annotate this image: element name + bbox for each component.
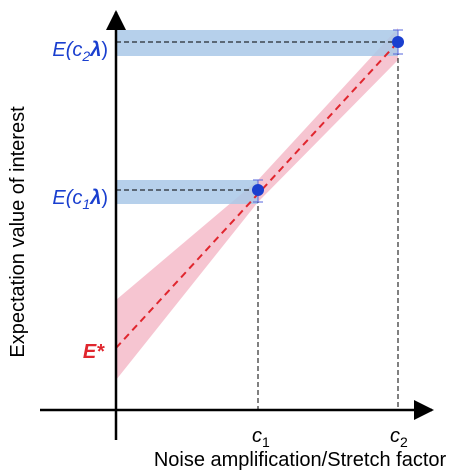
data-point-1	[252, 184, 264, 196]
data-point-2	[392, 36, 404, 48]
y-axis-label: Expectation value of interest	[7, 106, 29, 358]
x-axis-label: Noise amplification/Stretch factor	[154, 449, 447, 471]
label-c2: c2	[390, 425, 408, 450]
label-c1: c1	[252, 425, 270, 450]
confidence-band	[116, 28, 398, 380]
measurement-band-1	[116, 180, 258, 204]
measurement-band-2	[116, 30, 398, 56]
label-e-star: E*	[83, 341, 105, 363]
label-e-c1: E(c1λ)	[52, 187, 108, 212]
guides	[116, 41, 399, 410]
label-e-c2: E(c2λ)	[52, 39, 108, 64]
